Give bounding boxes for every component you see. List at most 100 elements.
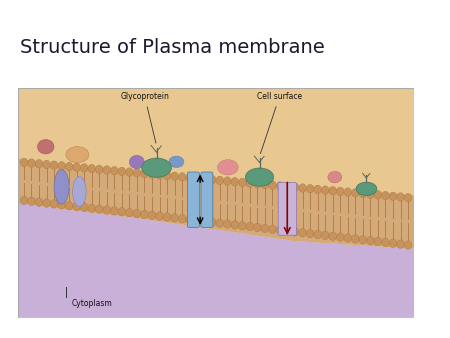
Ellipse shape — [397, 193, 404, 201]
Ellipse shape — [66, 147, 89, 163]
Ellipse shape — [81, 164, 88, 172]
Ellipse shape — [224, 220, 231, 228]
Ellipse shape — [276, 226, 284, 234]
Text: Structure of Plasma membrane: Structure of Plasma membrane — [20, 38, 325, 57]
Ellipse shape — [111, 166, 118, 175]
Ellipse shape — [95, 165, 103, 173]
Ellipse shape — [344, 234, 351, 242]
Ellipse shape — [261, 224, 269, 233]
Ellipse shape — [359, 236, 367, 244]
Ellipse shape — [337, 187, 344, 196]
Ellipse shape — [163, 171, 171, 180]
Polygon shape — [18, 88, 414, 195]
Ellipse shape — [321, 186, 329, 194]
Ellipse shape — [231, 221, 238, 229]
Ellipse shape — [35, 198, 43, 207]
Ellipse shape — [291, 183, 299, 192]
Text: Cytoplasm: Cytoplasm — [72, 299, 112, 308]
Ellipse shape — [43, 199, 50, 207]
Ellipse shape — [163, 213, 171, 221]
Ellipse shape — [284, 183, 291, 191]
Ellipse shape — [224, 177, 231, 185]
Ellipse shape — [43, 160, 50, 169]
Ellipse shape — [103, 166, 111, 174]
Ellipse shape — [194, 216, 201, 225]
Ellipse shape — [126, 168, 133, 176]
Ellipse shape — [269, 181, 276, 189]
Ellipse shape — [169, 156, 184, 168]
Ellipse shape — [95, 205, 103, 213]
Ellipse shape — [142, 158, 171, 177]
Ellipse shape — [329, 187, 337, 195]
Ellipse shape — [111, 207, 118, 215]
Ellipse shape — [389, 192, 397, 200]
Ellipse shape — [201, 175, 208, 183]
Polygon shape — [18, 159, 414, 249]
Ellipse shape — [65, 162, 73, 171]
Ellipse shape — [141, 169, 148, 178]
Ellipse shape — [208, 218, 216, 226]
Ellipse shape — [314, 185, 321, 194]
Ellipse shape — [50, 161, 58, 169]
Ellipse shape — [306, 185, 314, 193]
FancyBboxPatch shape — [287, 182, 297, 235]
Ellipse shape — [245, 168, 274, 186]
Ellipse shape — [81, 203, 88, 212]
Text: Glycoprotein: Glycoprotein — [120, 92, 169, 143]
Ellipse shape — [20, 196, 28, 204]
Ellipse shape — [382, 191, 389, 200]
Ellipse shape — [28, 197, 35, 206]
Polygon shape — [18, 88, 414, 318]
Ellipse shape — [37, 140, 54, 154]
Ellipse shape — [141, 210, 148, 219]
Ellipse shape — [246, 179, 254, 187]
Ellipse shape — [186, 215, 194, 224]
Ellipse shape — [299, 228, 306, 237]
FancyBboxPatch shape — [188, 172, 199, 227]
Ellipse shape — [73, 163, 81, 171]
Ellipse shape — [103, 206, 111, 214]
Ellipse shape — [344, 188, 351, 196]
Ellipse shape — [284, 227, 291, 235]
Ellipse shape — [218, 160, 238, 175]
Polygon shape — [18, 203, 414, 318]
Ellipse shape — [216, 176, 224, 185]
Ellipse shape — [133, 169, 141, 177]
Ellipse shape — [389, 239, 397, 247]
Ellipse shape — [329, 232, 337, 240]
Ellipse shape — [246, 222, 254, 231]
Ellipse shape — [156, 212, 163, 220]
Ellipse shape — [186, 173, 194, 182]
Ellipse shape — [28, 159, 35, 167]
Ellipse shape — [65, 201, 73, 210]
Ellipse shape — [238, 178, 246, 187]
Ellipse shape — [35, 160, 43, 168]
Ellipse shape — [73, 202, 81, 211]
Ellipse shape — [50, 200, 58, 208]
Ellipse shape — [291, 228, 299, 236]
Ellipse shape — [20, 158, 28, 167]
Ellipse shape — [58, 200, 65, 209]
Ellipse shape — [156, 171, 163, 179]
Ellipse shape — [88, 164, 95, 173]
Ellipse shape — [374, 237, 382, 246]
Ellipse shape — [208, 175, 216, 184]
Ellipse shape — [314, 230, 321, 239]
Ellipse shape — [261, 180, 269, 189]
Ellipse shape — [148, 170, 156, 178]
Ellipse shape — [328, 171, 342, 183]
Ellipse shape — [397, 240, 404, 248]
Ellipse shape — [178, 215, 186, 223]
Ellipse shape — [171, 172, 178, 180]
FancyBboxPatch shape — [201, 172, 213, 227]
Ellipse shape — [118, 208, 126, 216]
Ellipse shape — [367, 190, 374, 198]
Ellipse shape — [171, 214, 178, 222]
Ellipse shape — [118, 167, 126, 175]
Ellipse shape — [306, 230, 314, 238]
Ellipse shape — [194, 174, 201, 183]
Ellipse shape — [299, 184, 306, 192]
Ellipse shape — [374, 191, 382, 199]
Ellipse shape — [254, 179, 261, 188]
Ellipse shape — [231, 177, 238, 186]
